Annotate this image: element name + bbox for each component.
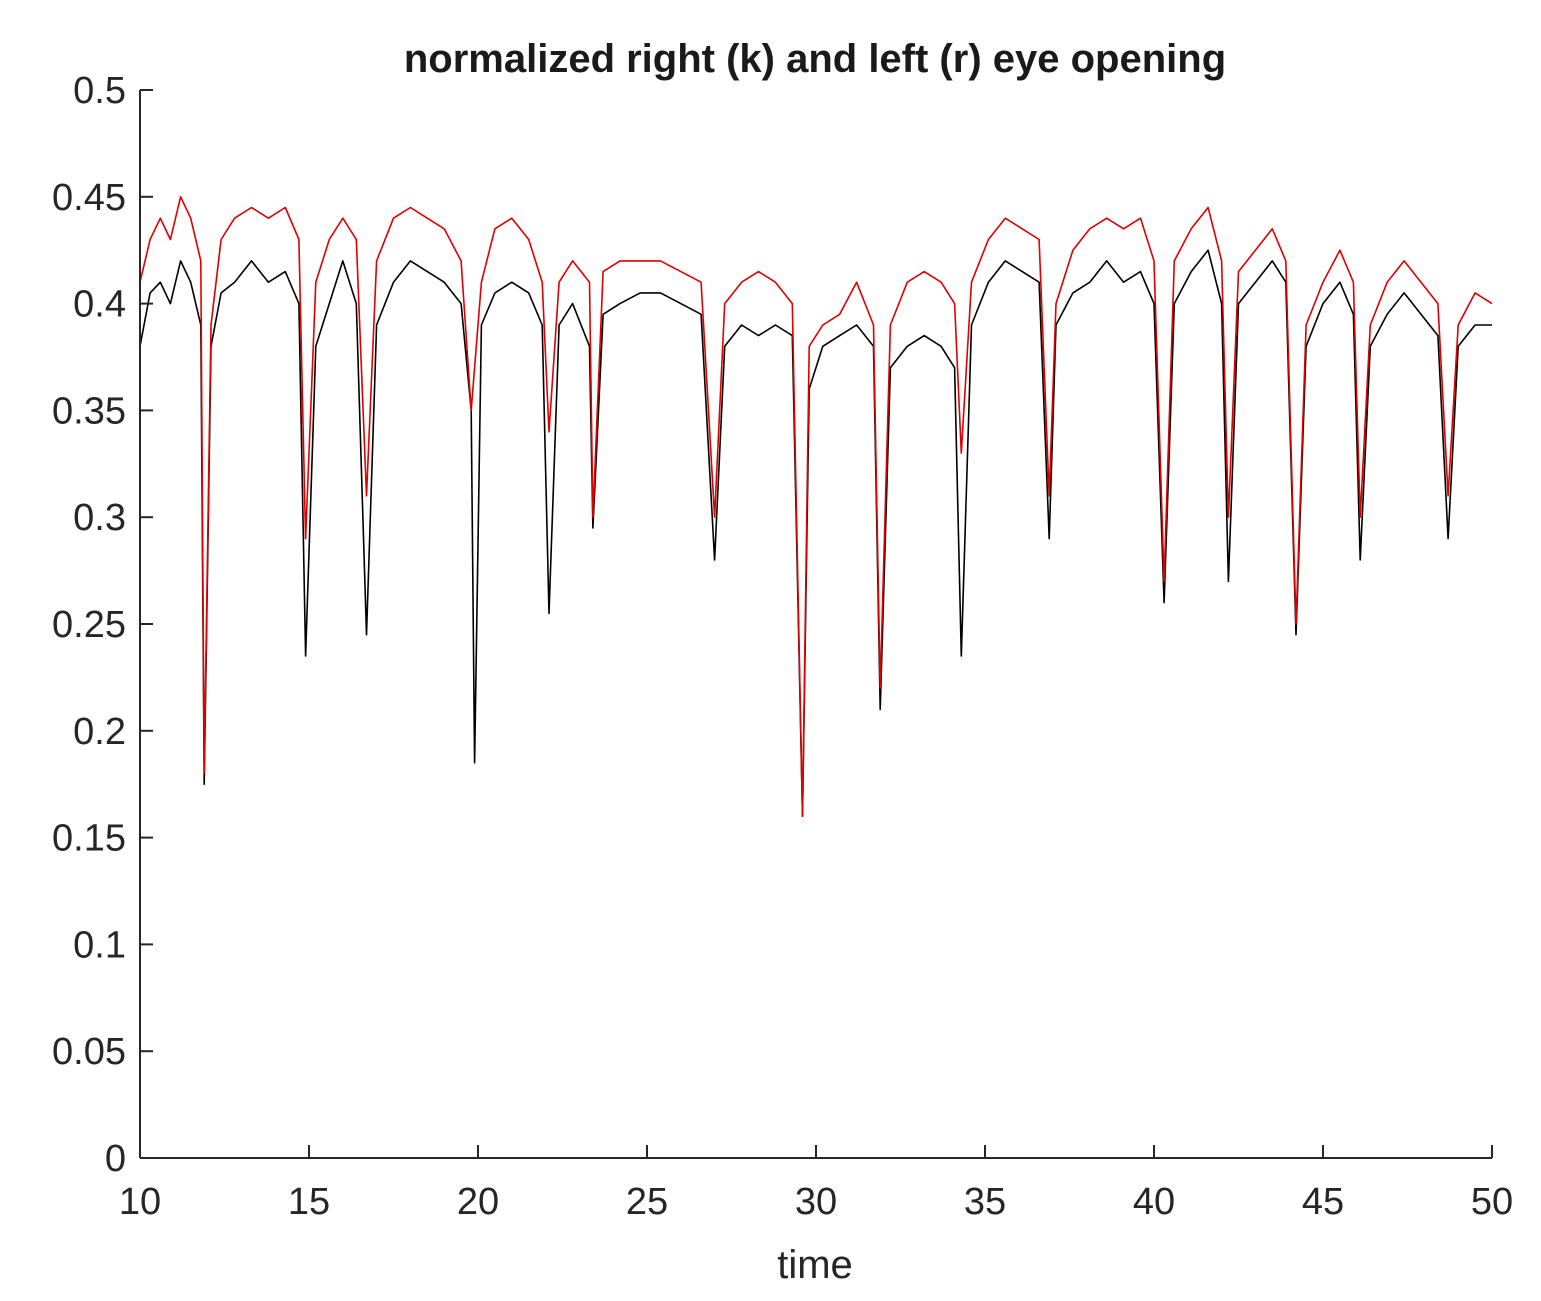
x-tick-label: 25	[626, 1181, 668, 1223]
y-tick-label: 0.25	[52, 604, 126, 646]
x-axis-ticks: 10 15 20 25 30 35 40 45 50	[119, 1145, 1513, 1223]
y-tick-label: 0.15	[52, 818, 126, 860]
series-line-left-eye	[139, 196, 1493, 818]
y-tick-label: 0	[105, 1138, 126, 1180]
x-tick-label: 10	[119, 1181, 161, 1223]
x-tick-label: 45	[1302, 1181, 1344, 1223]
chart-title: normalized right (k) and left (r) eye op…	[404, 37, 1226, 81]
x-tick-label: 40	[1133, 1181, 1175, 1223]
y-tick-label: 0.45	[52, 177, 126, 219]
x-tick-label: 50	[1471, 1181, 1513, 1223]
y-tick-label: 0.3	[73, 497, 126, 539]
y-axis-ticks: 0 0.05 0.1 0.15 0.2 0.25 0.3 0.35 0.4 0.45 0.5	[52, 70, 153, 1180]
x-axis-label: time	[777, 1243, 853, 1287]
y-tick-label: 0.35	[52, 390, 126, 432]
series-layer	[139, 196, 1493, 818]
y-tick-label: 0.05	[52, 1031, 126, 1073]
x-tick-label: 20	[457, 1181, 499, 1223]
y-tick-label: 0.5	[73, 70, 126, 112]
y-tick-label: 0.2	[73, 711, 126, 753]
y-tick-label: 0.1	[73, 924, 126, 966]
x-tick-label: 30	[795, 1181, 837, 1223]
x-tick-label: 15	[288, 1181, 330, 1223]
y-tick-label: 0.4	[73, 284, 126, 326]
x-tick-label: 35	[964, 1181, 1006, 1223]
